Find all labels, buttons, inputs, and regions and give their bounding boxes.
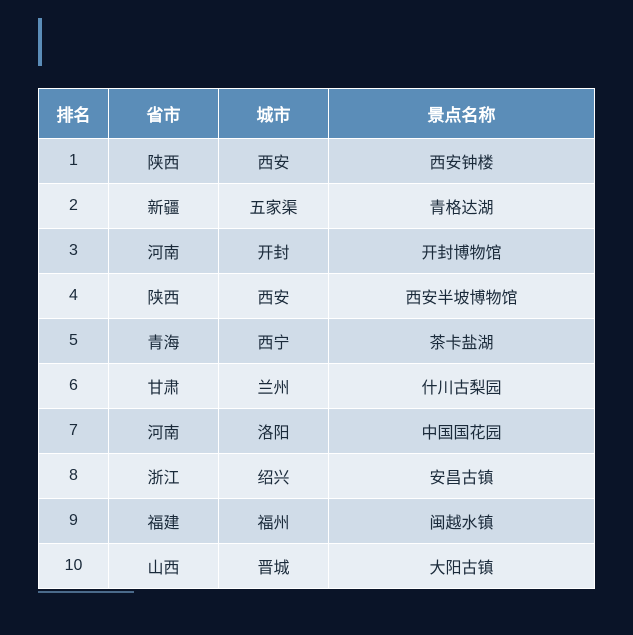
- table-row: 4 陕西 西安 西安半坡博物馆: [39, 274, 595, 319]
- cell-province: 浙江: [109, 454, 219, 499]
- cell-attraction: 安昌古镇: [329, 454, 595, 499]
- ranking-table-container: 排名 省市 城市 景点名称 1 陕西 西安 西安钟楼 2 新疆 五家渠 青格达湖…: [38, 88, 594, 589]
- cell-province: 河南: [109, 409, 219, 454]
- cell-province: 山西: [109, 544, 219, 589]
- cell-city: 晋城: [219, 544, 329, 589]
- cell-rank: 2: [39, 184, 109, 229]
- table-row: 5 青海 西宁 茶卡盐湖: [39, 319, 595, 364]
- cell-province: 甘肃: [109, 364, 219, 409]
- table-row: 7 河南 洛阳 中国国花园: [39, 409, 595, 454]
- cell-attraction: 闽越水镇: [329, 499, 595, 544]
- cell-city: 福州: [219, 499, 329, 544]
- cell-city: 绍兴: [219, 454, 329, 499]
- cell-city: 西安: [219, 274, 329, 319]
- cell-attraction: 开封博物馆: [329, 229, 595, 274]
- cell-attraction: 青格达湖: [329, 184, 595, 229]
- cell-attraction: 西安半坡博物馆: [329, 274, 595, 319]
- header-attraction: 景点名称: [329, 89, 595, 139]
- cell-province: 河南: [109, 229, 219, 274]
- cell-province: 青海: [109, 319, 219, 364]
- cell-attraction: 什川古梨园: [329, 364, 595, 409]
- cell-attraction: 大阳古镇: [329, 544, 595, 589]
- cell-rank: 1: [39, 139, 109, 184]
- table-row: 2 新疆 五家渠 青格达湖: [39, 184, 595, 229]
- header-rank: 排名: [39, 89, 109, 139]
- cell-attraction: 茶卡盐湖: [329, 319, 595, 364]
- cell-province: 新疆: [109, 184, 219, 229]
- cell-province: 福建: [109, 499, 219, 544]
- cell-rank: 5: [39, 319, 109, 364]
- ranking-table: 排名 省市 城市 景点名称 1 陕西 西安 西安钟楼 2 新疆 五家渠 青格达湖…: [38, 88, 595, 589]
- cell-rank: 8: [39, 454, 109, 499]
- cell-rank: 7: [39, 409, 109, 454]
- cell-rank: 4: [39, 274, 109, 319]
- cell-province: 陕西: [109, 139, 219, 184]
- cell-rank: 9: [39, 499, 109, 544]
- accent-bar: [38, 18, 42, 66]
- bottom-line: [38, 591, 134, 593]
- header-province: 省市: [109, 89, 219, 139]
- cell-rank: 10: [39, 544, 109, 589]
- table-row: 3 河南 开封 开封博物馆: [39, 229, 595, 274]
- cell-province: 陕西: [109, 274, 219, 319]
- table-row: 8 浙江 绍兴 安昌古镇: [39, 454, 595, 499]
- table-row: 9 福建 福州 闽越水镇: [39, 499, 595, 544]
- cell-city: 西宁: [219, 319, 329, 364]
- cell-rank: 6: [39, 364, 109, 409]
- cell-city: 五家渠: [219, 184, 329, 229]
- table-row: 10 山西 晋城 大阳古镇: [39, 544, 595, 589]
- cell-city: 西安: [219, 139, 329, 184]
- cell-attraction: 中国国花园: [329, 409, 595, 454]
- table-row: 1 陕西 西安 西安钟楼: [39, 139, 595, 184]
- cell-rank: 3: [39, 229, 109, 274]
- cell-city: 洛阳: [219, 409, 329, 454]
- cell-city: 开封: [219, 229, 329, 274]
- cell-city: 兰州: [219, 364, 329, 409]
- header-city: 城市: [219, 89, 329, 139]
- table-row: 6 甘肃 兰州 什川古梨园: [39, 364, 595, 409]
- cell-attraction: 西安钟楼: [329, 139, 595, 184]
- table-header-row: 排名 省市 城市 景点名称: [39, 89, 595, 139]
